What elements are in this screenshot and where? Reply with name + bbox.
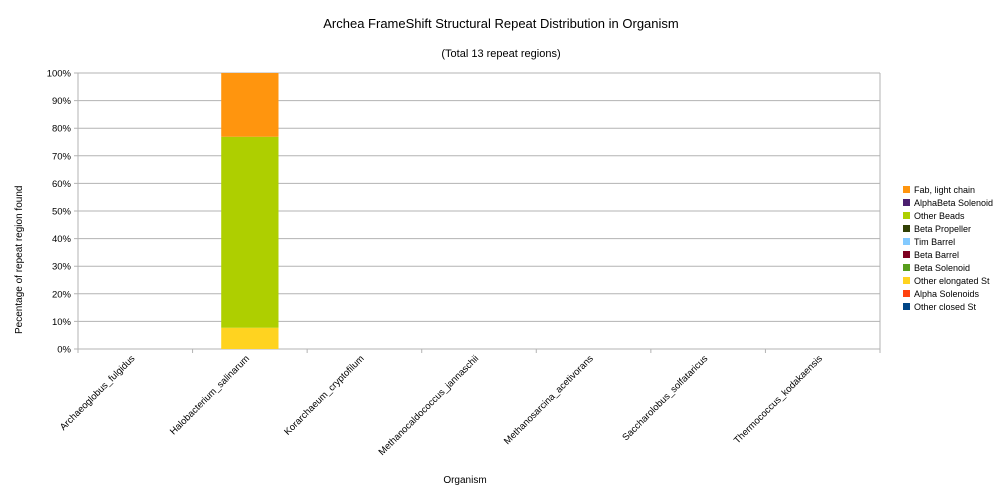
legend-swatch xyxy=(903,277,910,284)
x-tick-label: Korarchaeum_cryptofilum xyxy=(282,353,366,437)
legend-item: Other elongated St xyxy=(903,274,993,287)
y-tick-label: 90% xyxy=(52,96,72,107)
legend-label: Other elongated St xyxy=(914,275,990,286)
legend-swatch xyxy=(903,264,910,271)
x-tick-label: Methanocaldococcus_jannaschii xyxy=(377,353,481,457)
legend-swatch xyxy=(903,251,910,258)
legend-item: AlphaBeta Solenoid xyxy=(903,196,993,209)
y-tick-label: 60% xyxy=(52,179,72,190)
x-tick-label: Archaeoglobus_fulgidus xyxy=(58,353,138,433)
legend-label: Tim Barrel xyxy=(914,236,956,247)
legend-item: Fab, light chain xyxy=(903,183,993,196)
legend-label: Beta Solenoid xyxy=(914,262,971,273)
legend-label: Other Beads xyxy=(914,210,965,221)
legend-label: Fab, light chain xyxy=(914,184,976,195)
y-tick-label: 80% xyxy=(52,124,72,135)
y-tick-label: 30% xyxy=(52,262,72,273)
x-tick-label: Halobacterium_salinarum xyxy=(168,353,252,437)
y-tick-label: 10% xyxy=(52,317,72,328)
legend-label: Beta Propeller xyxy=(914,223,972,234)
legend-label: Beta Barrel xyxy=(914,249,960,260)
bar-segment xyxy=(221,327,279,349)
y-tick-label: 70% xyxy=(52,151,72,162)
legend-swatch xyxy=(903,225,910,232)
legend-label: AlphaBeta Solenoid xyxy=(914,197,994,208)
legend-swatch xyxy=(903,199,910,206)
y-axis-label: Pecentage of repeat region found xyxy=(14,185,25,334)
x-tick-label: Methanosarcina_acetivorans xyxy=(502,353,596,447)
legend-item: Beta Propeller xyxy=(903,222,993,235)
y-tick-label: 50% xyxy=(52,207,72,218)
bar-segment xyxy=(221,136,279,328)
y-tick-label: 100% xyxy=(47,69,72,80)
legend: Fab, light chain AlphaBeta Solenoid Other … xyxy=(903,183,993,313)
x-axis-label: Organism xyxy=(443,475,487,486)
legend-item: Beta Barrel xyxy=(903,248,993,261)
y-tick-label: 0% xyxy=(57,345,71,356)
legend-item: Other closed St xyxy=(903,300,993,313)
legend-swatch xyxy=(903,290,910,297)
bar-segment xyxy=(221,73,279,137)
legend-swatch xyxy=(903,186,910,193)
y-tick-label: 40% xyxy=(52,234,72,245)
legend-swatch xyxy=(903,238,910,245)
legend-item: Tim Barrel xyxy=(903,235,993,248)
legend-label: Other closed St xyxy=(914,301,977,312)
x-tick-label: Thermococcus_kodakaensis xyxy=(732,353,825,446)
legend-item: Beta Solenoid xyxy=(903,261,993,274)
chart-subtitle: (Total 13 repeat regions) xyxy=(441,48,561,60)
y-tick-label: 20% xyxy=(52,289,72,300)
x-tick-label: Saccharolobus_solfataricus xyxy=(620,353,710,443)
legend-item: Other Beads xyxy=(903,209,993,222)
legend-label: Alpha Solenoids xyxy=(914,288,980,299)
legend-swatch xyxy=(903,212,910,219)
legend-item: Alpha Solenoids xyxy=(903,287,993,300)
chart-title: Archea FrameShift Structural Repeat Dist… xyxy=(323,16,679,31)
legend-swatch xyxy=(903,303,910,310)
